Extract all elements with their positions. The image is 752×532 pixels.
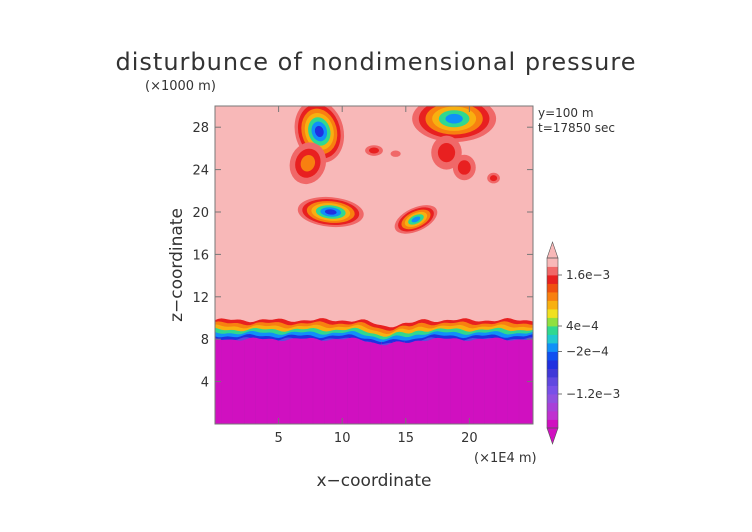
plume-right-mid: [431, 135, 462, 170]
blob-contour: [445, 113, 463, 124]
blob-z20-center: [394, 205, 438, 234]
colorbar-frame: [546, 257, 559, 429]
blob-z20-left: [297, 196, 364, 228]
patch-mid: [365, 145, 383, 156]
y-tick-label: 8: [201, 333, 209, 348]
colorbar-segment: [547, 300, 558, 310]
colorbar-segment: [547, 326, 558, 335]
colorbar-segment: [547, 275, 558, 284]
patch-right: [487, 172, 500, 184]
annotation-t: t=17850 sec: [538, 121, 615, 135]
blob-contour: [368, 147, 380, 154]
blob-contour: [324, 209, 337, 215]
y-tick-label: 20: [192, 206, 209, 221]
plume-left-mid: [289, 142, 327, 185]
colorbar-tick-label: 1.6e−3: [566, 268, 610, 282]
colorbar-segment: [547, 411, 558, 420]
colorbar-segment: [547, 385, 558, 395]
colorbar-segment: [547, 394, 558, 403]
y-tick-label: 24: [192, 164, 209, 179]
colorbar-tick-label: 4e−4: [566, 319, 599, 333]
blob-contour: [314, 125, 324, 138]
colorbar-segment: [547, 343, 558, 352]
colorbar-segment: [547, 368, 558, 378]
y-tick-label: 12: [192, 291, 209, 306]
colorbar-segment: [547, 309, 558, 318]
blob-contour: [300, 155, 316, 172]
colorbar-segment: [547, 258, 558, 267]
y-axis-label: z−coordinate: [167, 208, 187, 322]
colorbar-top-cap: [546, 241, 559, 259]
y-tick-label: 28: [192, 121, 209, 136]
colorbar-bottom-cap: [546, 427, 559, 445]
y-tick-label: 4: [201, 376, 209, 391]
colorbar-segment: [547, 351, 558, 361]
colorbar-segment: [547, 419, 558, 429]
plume-right-low: [452, 154, 476, 181]
blob-contour: [390, 150, 401, 157]
colorbar-segment: [547, 402, 558, 412]
x-tick-label: 15: [398, 431, 415, 446]
x-unit-label: (×1E4 m): [474, 451, 537, 466]
y-tick-label: 16: [192, 248, 209, 263]
x-tick-label: 20: [461, 431, 478, 446]
contour-field: [215, 106, 533, 424]
plume-right-top: [412, 106, 497, 143]
colorbar-segment: [547, 360, 558, 369]
blob-contour: [411, 216, 421, 223]
x-tick-label: 10: [334, 431, 351, 446]
plume-left-top: [294, 106, 345, 163]
plot-frame: [214, 105, 534, 425]
x-tick-label: 5: [274, 431, 282, 446]
annotation-y: y=100 m: [538, 106, 594, 120]
colorbar-segment: [547, 377, 558, 386]
colorbar: 1.6e−3 4e−4 −2e−4 −1.2e−3: [546, 241, 620, 445]
y-ticks: 4 8 12 16 20 24 28: [192, 121, 533, 391]
colorbar-segment: [547, 266, 558, 276]
colorbar-segment: [547, 283, 558, 293]
blob-contour: [457, 160, 471, 175]
x-axis-label: x−coordinate: [317, 471, 432, 491]
colorbar-tick-label: −1.2e−3: [566, 387, 620, 401]
lower-layer: [215, 337, 533, 424]
patch-small: [390, 150, 401, 157]
colorbar-segment: [547, 292, 558, 301]
blob-contour: [489, 175, 498, 182]
colorbar-tick-label: −2e−4: [566, 345, 609, 359]
chart-title: disturbunce of nondimensional pressure: [116, 48, 637, 76]
colorbar-segment: [547, 317, 558, 327]
x-ticks: 5 10 15 20: [274, 106, 478, 446]
colorbar-segment: [547, 334, 558, 344]
y-unit-label: (×1000 m): [145, 79, 216, 94]
blob-contour: [437, 143, 456, 163]
